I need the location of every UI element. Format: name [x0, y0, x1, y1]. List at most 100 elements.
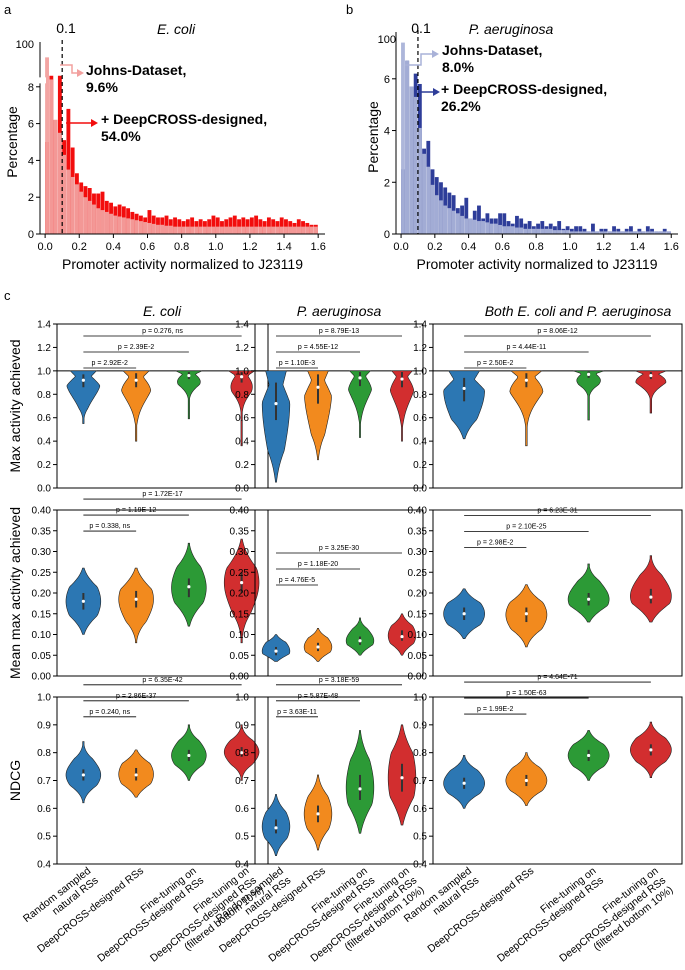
violin — [389, 370, 415, 442]
violin-cell: 0.00 0.05 0.10 0.15 0.20 0.25 0.30 0.35 0.40 p = … — [32, 491, 269, 683]
bar-johns — [262, 226, 267, 234]
violin-median — [358, 639, 362, 643]
y-tick-label: 0.6 — [37, 804, 51, 815]
p-value-label: p = 4.44E-11 — [506, 344, 546, 351]
bar-johns — [190, 226, 195, 234]
y-tick-label: 0.6 — [37, 413, 51, 424]
bar-johns — [220, 226, 224, 234]
bar-johns — [426, 166, 431, 234]
y-tick-label: 0.40 — [230, 506, 250, 517]
y-tick-label: 0.05 — [32, 651, 52, 662]
y-tick-label: 0.05 — [230, 651, 250, 662]
y-tick-label: 1.4 — [235, 320, 249, 331]
y-tick-label: 0.15 — [230, 609, 250, 620]
panel-c: c E. coli P. aeruginosa Both E. coli and… — [4, 288, 683, 965]
bar-johns — [460, 215, 464, 234]
x-axis-label: Promoter activity normalized to J23119 — [62, 256, 303, 272]
y-tick-label: 0.2 — [37, 460, 51, 471]
panel-a-threshold-label: 0.1 — [56, 20, 76, 36]
bar-deepcross — [173, 217, 177, 234]
violin-median — [187, 373, 191, 378]
bar-johns — [296, 226, 301, 234]
bar-johns — [569, 231, 574, 234]
violin-cell: 0.4 0.5 0.6 0.7 0.8 0.9 1.0 p = 3.63E-11 p = 5.8… — [214, 677, 427, 965]
bar-johns — [168, 225, 173, 234]
panel-b-title: P. aeruginosa — [469, 21, 554, 37]
violin-cell: 0.0 0.2 0.4 0.6 0.8 1.0 1.2 1.4 p = 2.92E-2 p = 2… — [37, 320, 269, 495]
x-tick-label: 1.0 — [562, 241, 577, 253]
bar-johns — [121, 217, 126, 234]
violin-median — [358, 787, 362, 791]
bar-deepcross — [232, 215, 237, 234]
arrow-head — [433, 88, 440, 96]
bar-deepcross — [241, 217, 246, 234]
bar-johns — [292, 226, 297, 234]
bar-johns — [455, 213, 460, 234]
y-tick-label: 0.10 — [32, 630, 52, 641]
y-tick-label: 0.00 — [408, 672, 428, 683]
bar-johns — [254, 226, 259, 234]
y-tick-label: 6 — [384, 74, 390, 86]
bar-johns — [498, 224, 502, 234]
violin-median — [649, 595, 653, 599]
bar-johns — [409, 86, 414, 234]
violin-median — [316, 385, 320, 389]
x-tick-label: 0.8 — [529, 241, 544, 253]
bar-deepcross — [215, 217, 220, 234]
bar-johns — [241, 226, 246, 234]
violin — [443, 370, 485, 440]
y-tick-label: 0.20 — [32, 589, 52, 600]
x-tick-label: 1.4 — [276, 241, 291, 253]
bar-johns — [481, 221, 486, 234]
bar-deepcross — [519, 218, 524, 234]
bar-deepcross — [477, 205, 481, 234]
bar-johns — [620, 231, 625, 234]
y-tick-label: 1.0 — [37, 366, 51, 377]
bar-johns — [83, 197, 88, 234]
y-axis-label: Percentage — [365, 101, 381, 173]
bar-johns — [536, 228, 540, 234]
bar-johns — [271, 226, 276, 234]
y-tick-label: 0.6 — [413, 413, 427, 424]
bar-johns — [211, 226, 216, 234]
y-tick-label: 0 — [28, 229, 34, 241]
bar-johns — [151, 223, 156, 234]
y-tick-label: 1.2 — [413, 343, 427, 354]
p-value-label: p = 4.64E-71 — [537, 674, 577, 681]
violin-median — [316, 645, 320, 649]
y-tick-label: 0.0 — [235, 484, 249, 495]
violin-median — [81, 378, 85, 382]
p-value-label: p = 2.39E-2 — [118, 344, 154, 351]
row-y-label: Mean max activity achieved — [7, 507, 23, 679]
category-label: Random samplednatural RSs — [21, 865, 101, 935]
bar-deepcross — [464, 197, 469, 234]
violin — [121, 370, 152, 442]
p-value-label: p = 0.276, ns — [142, 328, 183, 335]
x-tick-label: 0.0 — [393, 241, 408, 253]
bar-johns — [658, 231, 663, 234]
bar-johns — [405, 60, 410, 235]
bar-johns — [288, 226, 293, 234]
bar-johns — [113, 215, 118, 234]
violin — [175, 370, 203, 420]
y-tick-label: 0.40 — [32, 506, 52, 517]
violin-median — [240, 581, 244, 585]
y-tick-label: 0.9 — [37, 720, 51, 731]
violin-median — [274, 649, 278, 653]
bar-johns — [237, 226, 241, 234]
violin-median — [187, 585, 191, 589]
plot-frame — [254, 323, 424, 489]
y-tick-label: 1.4 — [37, 320, 51, 331]
panel-a-ytop-label: 100 — [16, 39, 34, 51]
violin-median — [274, 826, 278, 830]
bar-johns — [130, 219, 135, 234]
p-value-label: p = 1.72E-17 — [142, 491, 182, 498]
panel-a: a E. coli 0.1 100 0.0 0.2 0.4 0.6 0.8 1.0 1.2 1… — [4, 2, 326, 272]
col-title-pa: P. aeruginosa — [297, 303, 382, 319]
bar-johns — [126, 218, 131, 234]
violin-median — [462, 386, 466, 391]
bar-deepcross — [254, 215, 259, 234]
y-tick-label: 0.4 — [235, 437, 249, 448]
bar-johns — [645, 231, 650, 234]
bar-deepcross — [578, 226, 583, 234]
